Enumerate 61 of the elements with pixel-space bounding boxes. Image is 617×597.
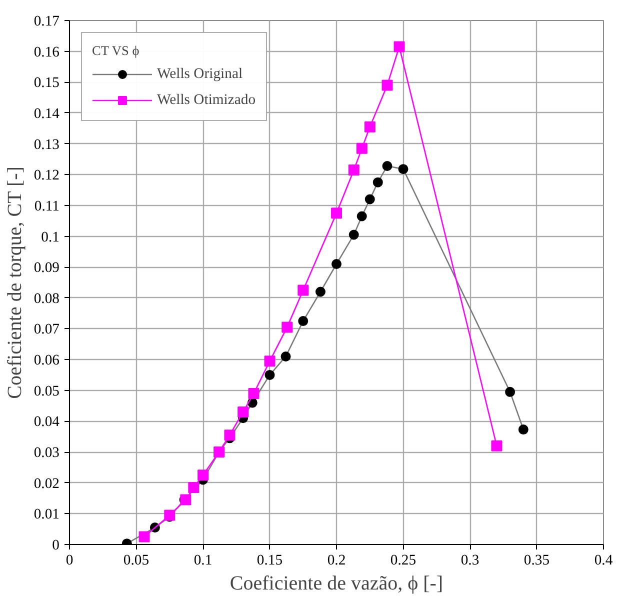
point xyxy=(298,284,309,296)
point xyxy=(372,177,383,188)
point xyxy=(198,470,208,481)
point xyxy=(332,259,342,269)
point xyxy=(264,370,275,380)
y-tick-label: 0.12 xyxy=(34,168,60,184)
x-tick-label: 0.15 xyxy=(256,552,283,568)
x-axis-title: Coeficiente de vazão, ϕ [-] xyxy=(230,572,444,594)
x-tick-label: 0.2 xyxy=(327,552,346,568)
point xyxy=(364,194,375,204)
legend-label: Wells Original xyxy=(157,66,243,82)
point xyxy=(264,356,276,367)
x-tick-label: 0.25 xyxy=(390,552,416,568)
point xyxy=(398,164,408,174)
y-tick-label: 0.16 xyxy=(34,44,60,60)
y-tick-label: 0.08 xyxy=(34,290,60,307)
legend-label: Wells Otimizado xyxy=(157,92,256,108)
point xyxy=(382,160,392,171)
y-tick-label: 0.17 xyxy=(34,14,60,30)
x-tick-label: 0.1 xyxy=(194,552,212,568)
y-tick-label: 0.02 xyxy=(34,476,60,492)
point xyxy=(188,482,200,493)
point xyxy=(238,406,249,418)
point xyxy=(224,430,236,441)
point xyxy=(382,80,393,91)
y-tick-label: 0.13 xyxy=(34,136,60,153)
point xyxy=(331,208,342,219)
point xyxy=(518,424,528,435)
point xyxy=(315,286,326,297)
x-tick-label: 0.35 xyxy=(524,552,550,568)
y-tick-label: 0 xyxy=(52,538,60,554)
point xyxy=(364,121,376,132)
x-tick-label: 0.3 xyxy=(460,552,480,568)
point xyxy=(394,41,405,52)
point xyxy=(356,142,368,154)
y-tick-label: 0.14 xyxy=(34,106,60,122)
point xyxy=(280,351,291,362)
point xyxy=(356,211,367,222)
y-tick-label: 0.09 xyxy=(34,260,60,276)
y-tick-label: 0.05 xyxy=(34,383,60,400)
x-tick-label: 0.4 xyxy=(594,552,614,568)
y-tick-label: 0.01 xyxy=(34,506,60,523)
y-tick-label: 0.03 xyxy=(34,445,60,462)
legend-title: CT VS ϕ xyxy=(92,43,140,59)
y-tick-label: 0.11 xyxy=(34,198,60,214)
y-tick-label: 0.15 xyxy=(34,75,60,92)
point xyxy=(298,316,308,326)
point xyxy=(138,531,150,542)
y-tick-label: 0.1 xyxy=(41,229,60,246)
y-tick-label: 0.04 xyxy=(34,414,60,430)
point xyxy=(282,322,293,333)
x-tick-label: 0 xyxy=(66,552,74,568)
point xyxy=(505,386,516,397)
point xyxy=(491,440,502,452)
y-tick-label: 0.07 xyxy=(34,322,60,338)
point xyxy=(348,164,360,176)
point xyxy=(348,230,359,240)
y-axis-title: Coeficiente de torque, CT [-] xyxy=(4,166,26,399)
y-tick-label: 0.06 xyxy=(34,352,60,369)
point xyxy=(248,388,260,399)
x-tick-label: 0.05 xyxy=(123,552,150,568)
